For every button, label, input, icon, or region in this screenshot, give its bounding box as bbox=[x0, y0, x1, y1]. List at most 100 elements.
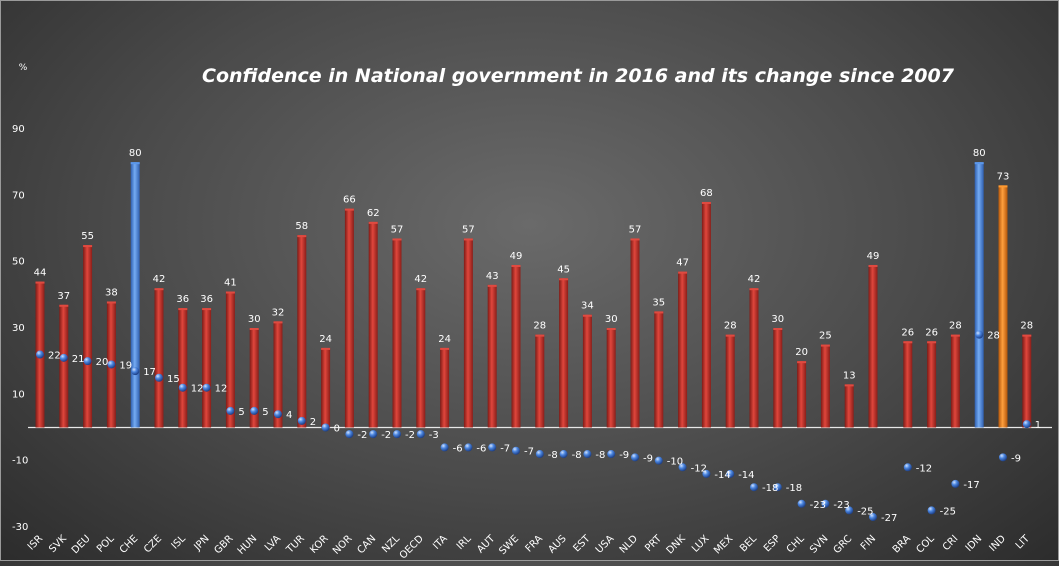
change-marker bbox=[903, 463, 912, 472]
x-tick-label: SVN bbox=[808, 533, 830, 555]
bar bbox=[903, 341, 913, 428]
bar-top-cap bbox=[463, 238, 473, 241]
y-tick-label: -10 bbox=[12, 456, 28, 467]
change-marker bbox=[369, 430, 378, 439]
change-value-label: -8 bbox=[548, 450, 558, 461]
bar-top-cap bbox=[83, 245, 93, 248]
bar-value-label: 26 bbox=[925, 327, 938, 338]
bar-top-cap bbox=[487, 284, 497, 287]
bar-value-label: 30 bbox=[605, 314, 618, 325]
x-tick-label: TUR bbox=[284, 533, 307, 556]
bar-value-label: 62 bbox=[367, 208, 380, 219]
bar bbox=[225, 291, 235, 428]
bar-top-cap bbox=[535, 334, 545, 337]
bar-top-cap bbox=[974, 162, 984, 165]
bar-value-label: 24 bbox=[438, 334, 451, 345]
y-tick-label: -30 bbox=[12, 522, 28, 533]
change-marker bbox=[36, 350, 44, 359]
change-marker bbox=[345, 430, 354, 439]
bar bbox=[998, 185, 1008, 428]
bar-value-label: 20 bbox=[795, 347, 808, 358]
bar-top-cap bbox=[130, 162, 140, 165]
x-tick-label: EST bbox=[571, 533, 593, 555]
change-marker bbox=[631, 453, 639, 462]
bar-top-cap bbox=[321, 347, 331, 350]
bar-top-cap bbox=[392, 238, 402, 241]
bar-value-label: 43 bbox=[486, 271, 499, 282]
change-value-label: -25 bbox=[940, 506, 956, 517]
x-tick-label: HUN bbox=[236, 533, 260, 557]
bar bbox=[154, 288, 164, 428]
change-marker bbox=[83, 357, 92, 366]
x-tick-label: FIN bbox=[859, 533, 878, 552]
change-value-label: -8 bbox=[595, 450, 605, 461]
change-value-label: -10 bbox=[667, 457, 683, 468]
change-value-label: -3 bbox=[429, 430, 439, 441]
y-axis-unit-label: % bbox=[19, 63, 28, 73]
bar-top-cap bbox=[249, 328, 259, 330]
y-tick-label: 90 bbox=[12, 124, 25, 135]
change-marker bbox=[297, 416, 306, 425]
bar bbox=[273, 321, 283, 428]
x-tick-label: ESP bbox=[762, 533, 783, 554]
bar-top-cap bbox=[678, 271, 688, 274]
bar bbox=[440, 347, 450, 428]
change-value-label: -8 bbox=[572, 450, 582, 461]
change-value-label: -6 bbox=[453, 443, 463, 454]
change-marker bbox=[678, 463, 687, 472]
x-tick-label: CAN bbox=[355, 533, 378, 556]
x-tick-label: CHL bbox=[785, 533, 807, 555]
bar-value-label: 57 bbox=[629, 224, 642, 235]
change-marker bbox=[927, 506, 936, 515]
bar-value-label: 42 bbox=[748, 274, 761, 285]
bar bbox=[487, 284, 497, 428]
bar bbox=[535, 334, 545, 428]
bar-value-label: 26 bbox=[901, 327, 914, 338]
x-tick-label: SVK bbox=[47, 533, 69, 555]
x-tick-label: ITA bbox=[431, 533, 450, 552]
x-tick-label: GRC bbox=[832, 533, 855, 556]
change-marker bbox=[869, 513, 877, 522]
bar-value-label: 35 bbox=[652, 297, 665, 308]
bar-top-cap bbox=[927, 341, 937, 344]
bar-top-cap bbox=[701, 201, 711, 204]
bar bbox=[297, 235, 307, 428]
change-marker bbox=[416, 430, 425, 439]
bar bbox=[392, 238, 402, 428]
change-marker bbox=[951, 479, 960, 488]
x-tick-label: FRA bbox=[524, 533, 545, 554]
bar bbox=[368, 221, 378, 428]
bar bbox=[249, 328, 259, 428]
change-value-label: 28 bbox=[987, 331, 1000, 342]
change-value-label: -18 bbox=[786, 483, 802, 494]
bar-value-label: 28 bbox=[724, 321, 737, 332]
bar-top-cap bbox=[35, 281, 45, 284]
bar bbox=[582, 314, 592, 428]
bar bbox=[701, 201, 711, 428]
change-series bbox=[36, 330, 1031, 522]
change-value-label: 21 bbox=[72, 354, 85, 365]
change-value-label: -25 bbox=[857, 506, 873, 517]
change-marker bbox=[440, 443, 449, 452]
bar-top-cap bbox=[106, 301, 116, 304]
x-tick-label: PRT bbox=[643, 533, 664, 554]
x-tick-label: LIT bbox=[1014, 533, 1033, 552]
change-value-label: -23 bbox=[810, 500, 826, 511]
change-value-label: -2 bbox=[381, 430, 391, 441]
bar-value-label: 13 bbox=[843, 370, 856, 381]
bar-top-cap bbox=[59, 304, 69, 307]
x-tick-label: IRL bbox=[455, 533, 474, 552]
bar-value-label: 36 bbox=[176, 294, 189, 305]
bar-value-label: 28 bbox=[1020, 321, 1033, 332]
bar-series bbox=[35, 162, 1032, 428]
bar-value-label: 30 bbox=[248, 314, 261, 325]
bar bbox=[950, 334, 960, 428]
x-tick-label: JPN bbox=[192, 533, 212, 553]
bar-value-label: 34 bbox=[581, 301, 594, 312]
bar-top-cap bbox=[559, 278, 569, 281]
bar bbox=[773, 328, 783, 428]
bar-value-label: 80 bbox=[973, 148, 986, 159]
bar bbox=[868, 264, 878, 428]
bar-value-label: 28 bbox=[533, 321, 546, 332]
